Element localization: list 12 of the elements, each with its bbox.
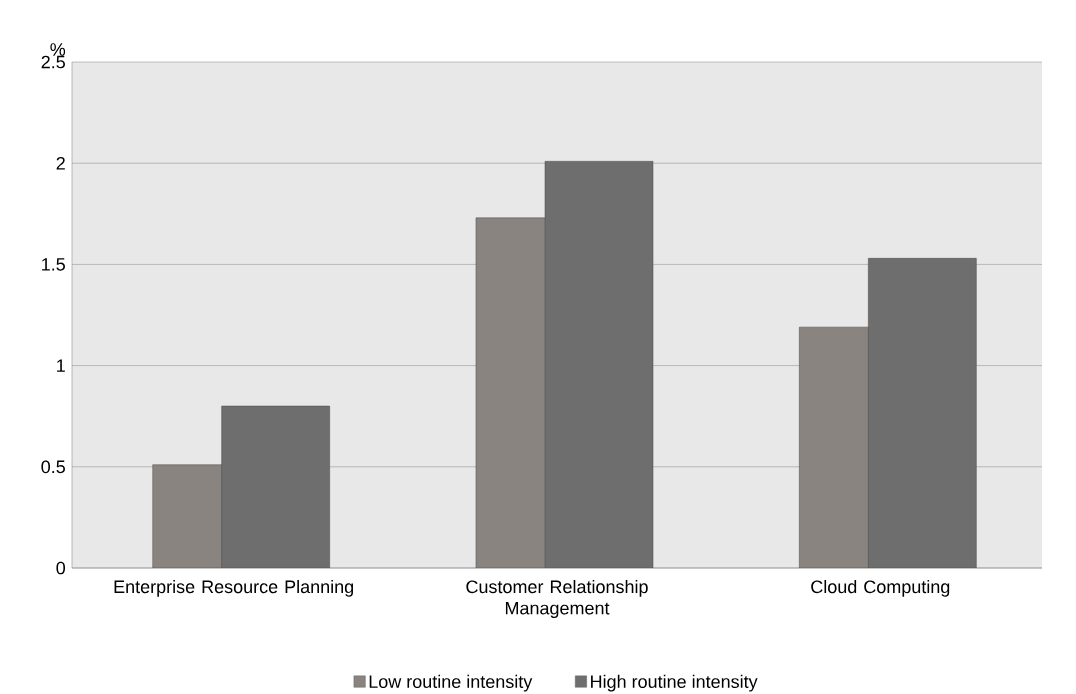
- y-tick-label: 1.5: [42, 258, 65, 271]
- y-tick-label: 1: [57, 359, 65, 372]
- y-tick-label: 2: [56, 156, 65, 170]
- legend-label: High routine intensity: [591, 674, 758, 692]
- y-tick-label: 2.5: [41, 55, 65, 69]
- y-tick-label: 0: [56, 561, 66, 575]
- legend-label: Low routine intensity: [369, 674, 533, 692]
- x-tick-label: Enterprise Resource Planning: [114, 579, 354, 597]
- y-tick-label: 0.5: [41, 460, 65, 474]
- x-tick-label: Cloud Computing: [811, 579, 950, 597]
- x-tick-label: Customer Relationship Management: [466, 579, 648, 619]
- y-axis-title: %: [50, 43, 66, 56]
